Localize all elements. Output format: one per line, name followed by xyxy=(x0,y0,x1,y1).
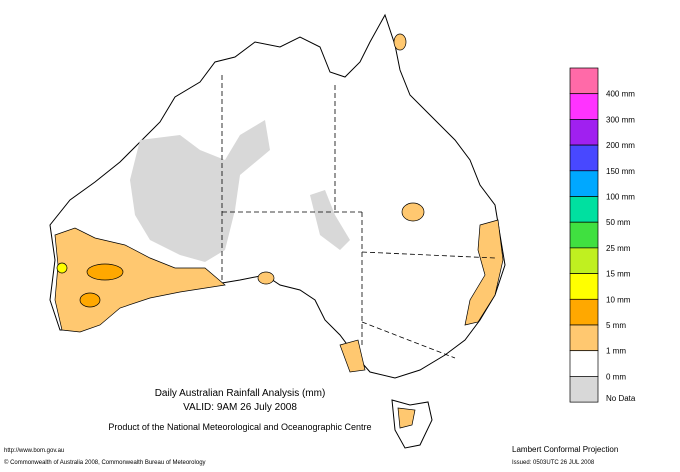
legend-label: 300 mm xyxy=(606,115,635,124)
rain-area xyxy=(393,33,407,51)
legend-swatch xyxy=(569,350,599,377)
legend-label: 150 mm xyxy=(606,167,635,176)
legend-swatch xyxy=(569,247,599,274)
legend-swatch xyxy=(569,221,599,249)
rain-area xyxy=(86,263,124,281)
legend-label: 0 mm xyxy=(606,372,626,381)
legend-label: No Data xyxy=(606,394,636,403)
legend-label: 50 mm xyxy=(606,218,631,227)
legend-swatch xyxy=(569,298,599,326)
rain-area xyxy=(397,407,416,429)
rain-area xyxy=(79,292,101,308)
legend-label: 5 mm xyxy=(606,321,626,330)
rain-area xyxy=(401,202,425,222)
legend-swatch xyxy=(569,196,599,223)
legend-swatch xyxy=(569,93,599,120)
issued: Issued: 0503UTC 26 JUL 2008 xyxy=(512,460,595,466)
rain-area xyxy=(54,227,226,333)
product-note: Product of the National Meteorological a… xyxy=(108,422,371,432)
legend-label: 200 mm xyxy=(606,141,635,150)
legend-swatch xyxy=(569,324,599,352)
legend: 400 mm 300 mm 200 mm 150 mm 100 mm 50 mm 25 mm… xyxy=(569,67,636,403)
legend-label: 25 mm xyxy=(606,244,631,253)
legend-swatch xyxy=(569,67,599,95)
mainland xyxy=(49,13,506,379)
url: http://www.bom.gov.au xyxy=(4,448,64,454)
legend-swatch xyxy=(569,170,599,197)
australia-map xyxy=(49,13,506,449)
rain-area xyxy=(257,271,275,285)
valid-time: VALID: 9AM 26 July 2008 xyxy=(183,402,297,413)
rain-area xyxy=(339,339,366,373)
copyright: © Commonwealth of Australia 2008, Common… xyxy=(4,459,206,466)
legend-label: 10 mm xyxy=(606,295,631,304)
no-data-area xyxy=(130,120,270,262)
legend-label: 1 mm xyxy=(606,347,626,356)
map-title: Daily Australian Rainfall Analysis (mm) xyxy=(155,388,326,399)
legend-label: 15 mm xyxy=(606,270,631,279)
legend-swatch xyxy=(569,119,599,146)
legend-swatch xyxy=(569,376,599,403)
no-data-area xyxy=(310,190,350,250)
projection: Lambert Conformal Projection xyxy=(512,445,618,454)
rain-area xyxy=(56,262,68,274)
rain-area xyxy=(464,219,504,326)
legend-swatch xyxy=(569,273,599,300)
state-border xyxy=(361,251,496,259)
state-border xyxy=(361,321,456,359)
legend-label: 100 mm xyxy=(606,193,635,202)
legend-swatch xyxy=(569,144,599,172)
legend-label: 400 mm xyxy=(606,90,635,99)
